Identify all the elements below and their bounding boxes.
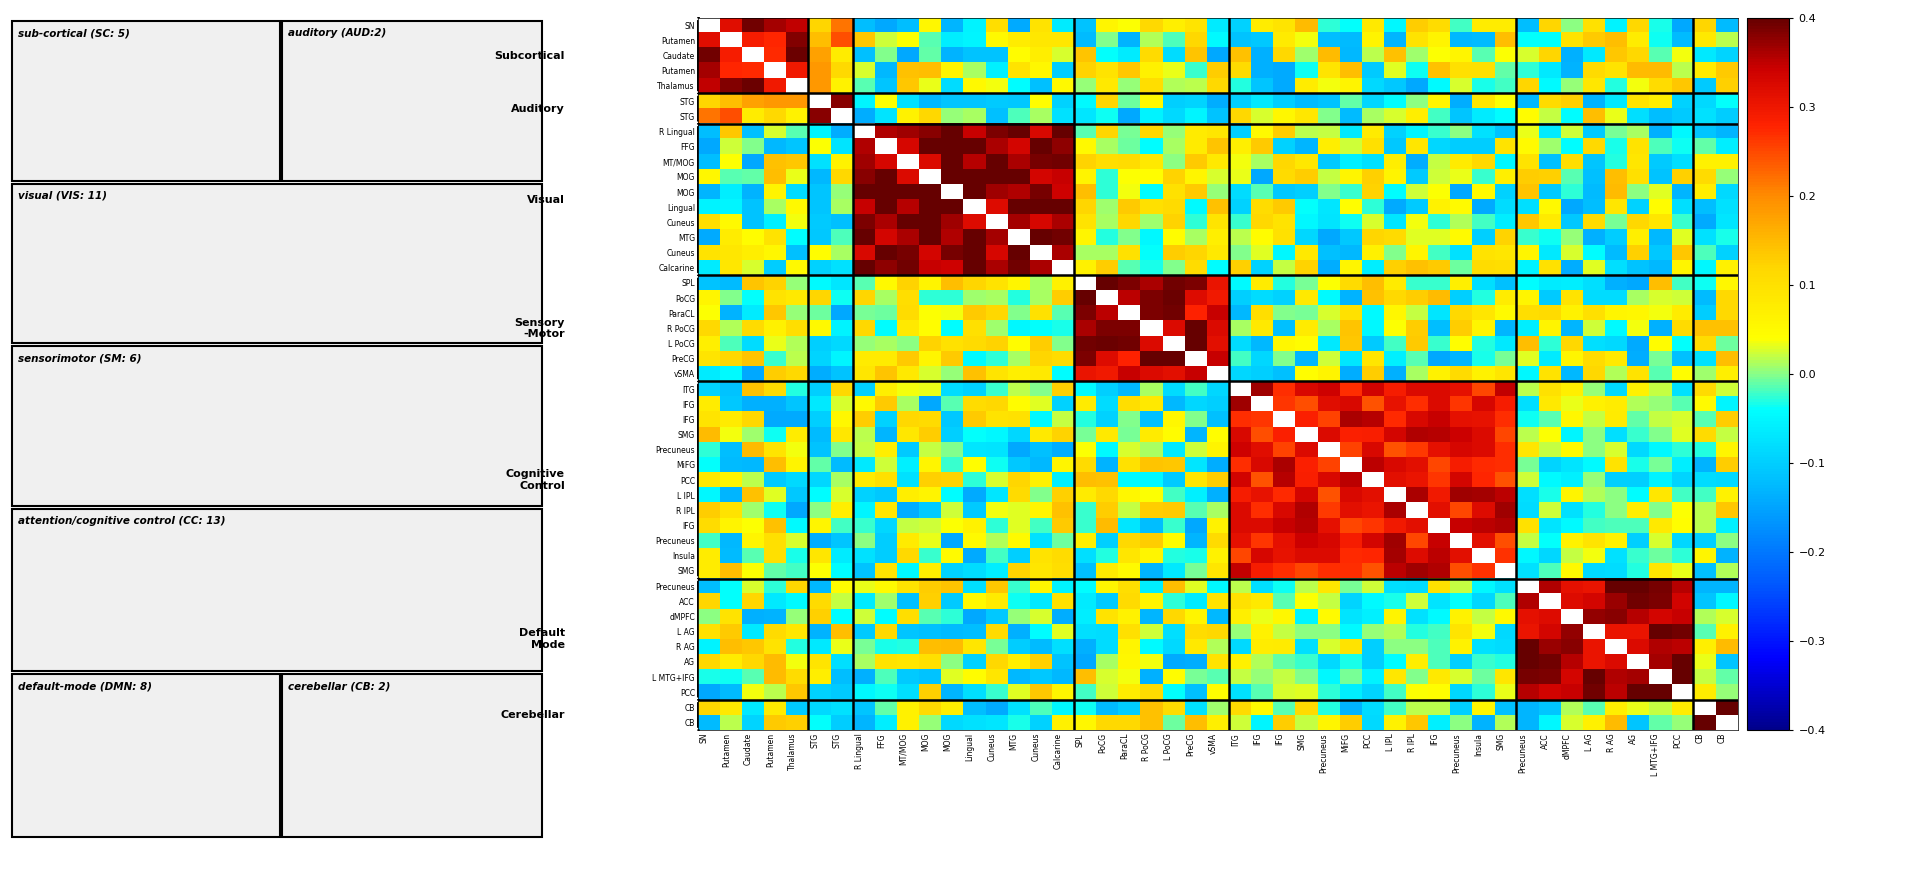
Text: Auditory: Auditory [511, 104, 564, 113]
Text: cerebellar (CB: 2): cerebellar (CB: 2) [288, 681, 390, 691]
Text: sub-cortical (SC: 5): sub-cortical (SC: 5) [17, 28, 129, 38]
Text: attention/cognitive control (CC: 13): attention/cognitive control (CC: 13) [17, 516, 225, 526]
Text: default-mode (DMN: 8): default-mode (DMN: 8) [17, 681, 152, 691]
FancyBboxPatch shape [12, 346, 541, 505]
FancyBboxPatch shape [282, 674, 541, 836]
Text: Cerebellar: Cerebellar [501, 710, 564, 720]
Text: sensorimotor (SM: 6): sensorimotor (SM: 6) [17, 353, 142, 364]
FancyBboxPatch shape [12, 183, 541, 343]
FancyBboxPatch shape [12, 509, 541, 671]
FancyBboxPatch shape [12, 674, 280, 836]
FancyBboxPatch shape [12, 21, 280, 181]
Text: Visual: Visual [528, 195, 564, 204]
Text: Sensory
-Motor: Sensory -Motor [515, 318, 564, 339]
Text: visual (VIS: 11): visual (VIS: 11) [17, 191, 108, 201]
FancyBboxPatch shape [282, 21, 541, 181]
Text: auditory (AUD:2): auditory (AUD:2) [288, 28, 386, 38]
Text: Subcortical: Subcortical [495, 50, 564, 60]
Text: Default
Mode: Default Mode [518, 628, 564, 650]
Text: Cognitive
Control: Cognitive Control [507, 469, 564, 491]
